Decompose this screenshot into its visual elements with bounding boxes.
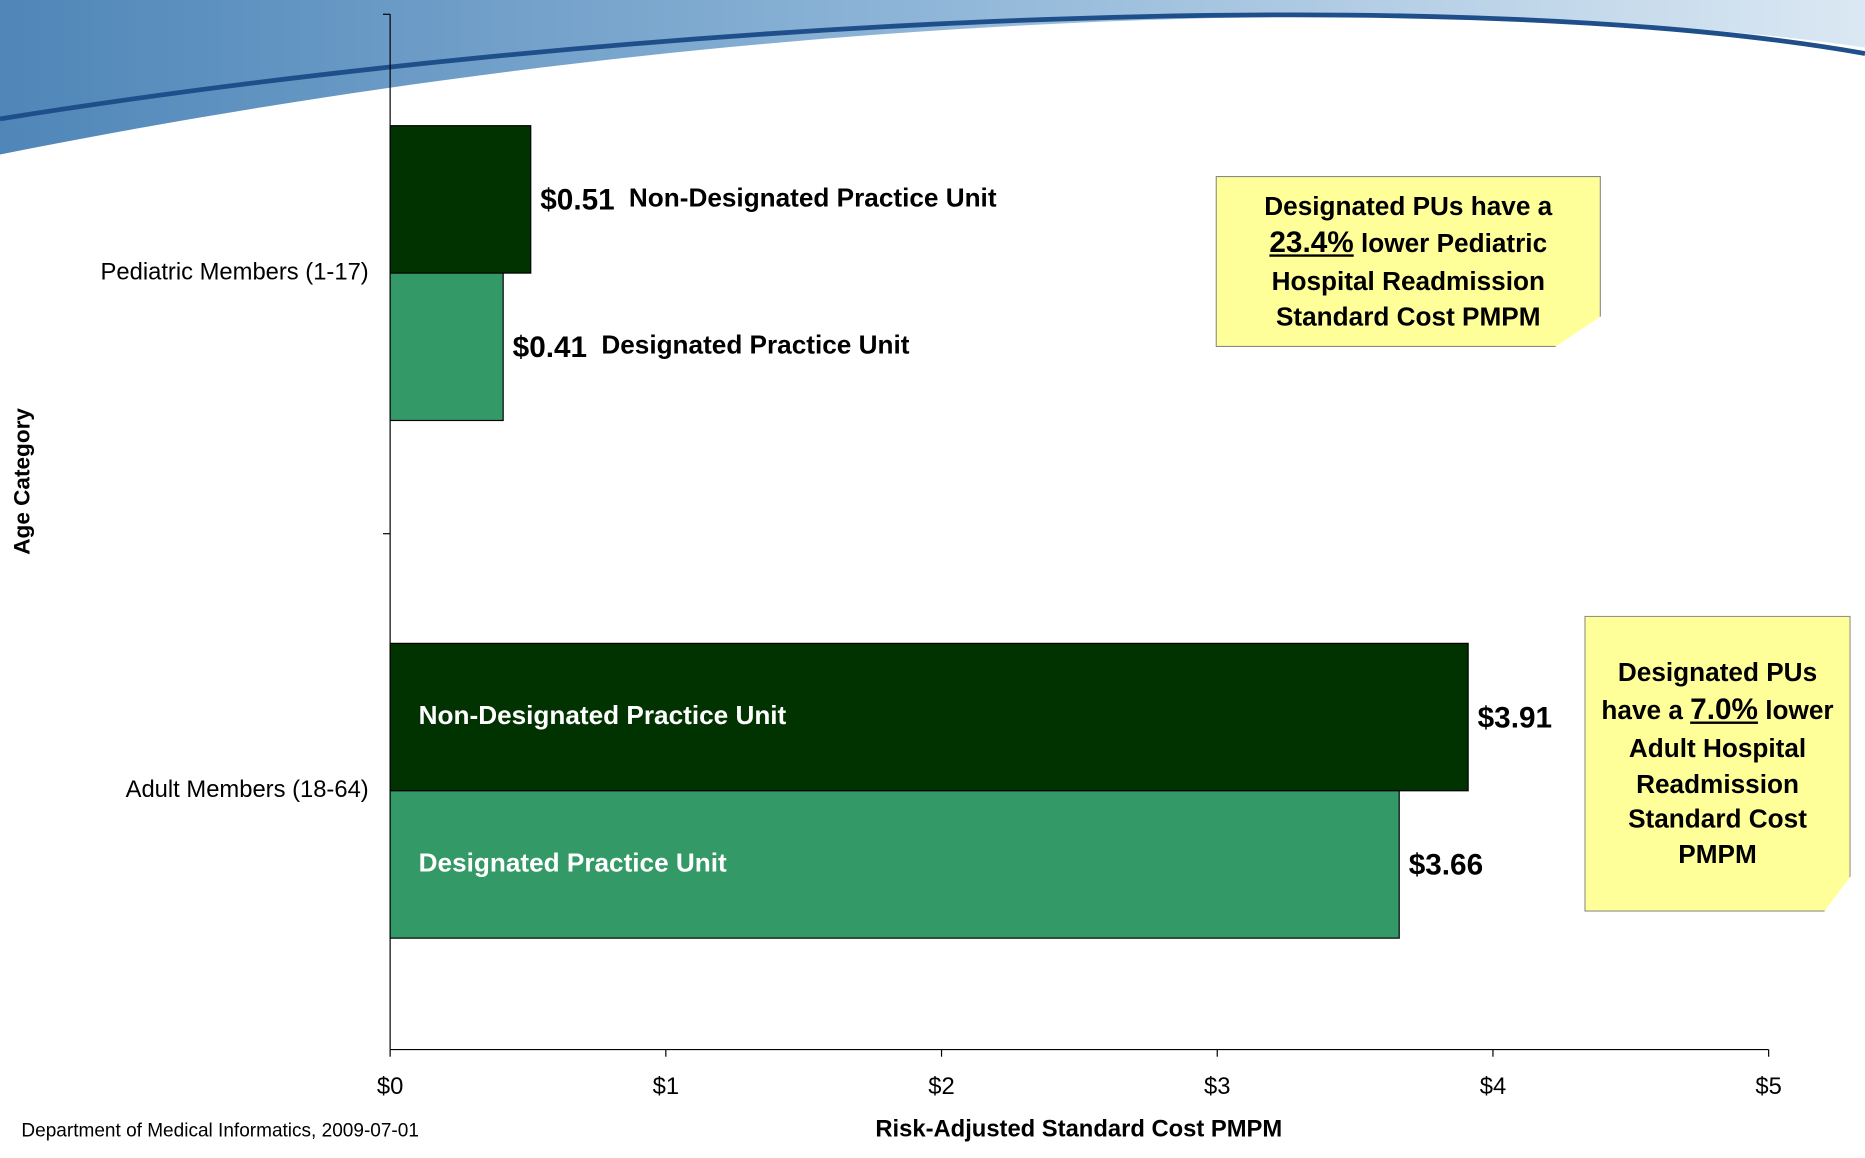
footer: Department of Medical Informatics, 2009-… <box>21 1121 419 1142</box>
annotation-text: Designated PUs have a <box>1601 657 1818 726</box>
annotation-text: Designated PUs have a <box>1264 190 1553 221</box>
series-label: Designated Practice Unit <box>419 847 727 877</box>
note-box: Designated PUs have a 7.0% lower Adult H… <box>1584 615 1851 912</box>
series-label: Non-Designated Practice Unit <box>629 182 997 212</box>
y-axis-title: Age Category <box>10 408 35 555</box>
bar <box>389 272 504 422</box>
x-tick-label: $1 <box>653 1073 679 1100</box>
series-label: Designated Practice Unit <box>601 330 909 360</box>
note-box: Designated PUs have a 23.4% lower Pediatr… <box>1215 175 1601 348</box>
value-label: $0.51 <box>540 184 614 217</box>
annotation-emphasis: 7.0% <box>1690 693 1758 727</box>
x-tick-label: $3 <box>1204 1073 1230 1100</box>
bar <box>389 642 1469 792</box>
annotation-text: lower Adult Hospital Readmission Standar… <box>1628 695 1834 869</box>
annotation: Designated PUs have a 7.0% lower Adult H… <box>1584 615 1851 912</box>
x-tick-label: $5 <box>1755 1073 1781 1100</box>
bar <box>389 790 1400 939</box>
x-tick-label: $2 <box>928 1073 954 1100</box>
bar <box>389 125 532 274</box>
x-tick-label: $0 <box>377 1073 403 1100</box>
header-line <box>0 12 1865 122</box>
annotation-text: lower Pediatric Hospital Readmission Sta… <box>1271 228 1548 332</box>
annotation: Designated PUs have a 23.4% lower Pediatr… <box>1215 175 1601 348</box>
x-axis-title: Risk-Adjusted Standard Cost PMPM <box>875 1116 1282 1143</box>
x-tick-label: $4 <box>1480 1073 1506 1100</box>
header-swoosh <box>0 0 1865 155</box>
annotation-emphasis: 23.4% <box>1269 226 1354 260</box>
value-label: $0.41 <box>513 331 587 364</box>
value-label: $3.66 <box>1409 849 1483 882</box>
series-label: Non-Designated Practice Unit <box>419 700 787 730</box>
y-tick-label: Adult Members (18-64) <box>126 776 369 803</box>
y-tick-label: Pediatric Members (1-17) <box>101 258 369 285</box>
value-label: $3.91 <box>1478 701 1552 734</box>
